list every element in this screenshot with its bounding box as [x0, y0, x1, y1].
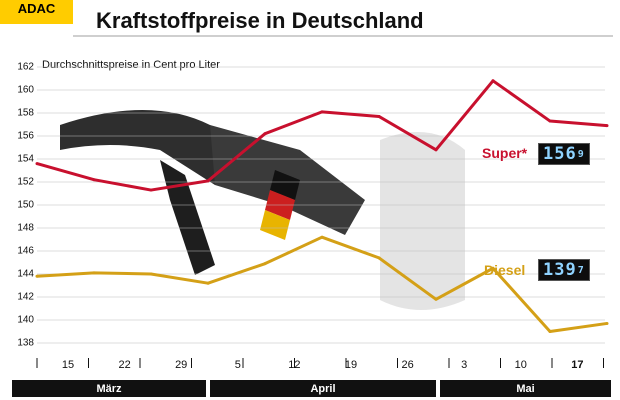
month-band-label: März	[12, 380, 206, 397]
x-tick-label: 3	[461, 359, 468, 371]
nozzle-flag-black	[270, 170, 300, 200]
chart-title: Kraftstoffpreise in Deutschland	[96, 8, 424, 33]
month-band-label: Mai	[440, 380, 611, 397]
super-data-point	[149, 188, 153, 192]
y-tick-label: 154	[17, 153, 34, 165]
y-tick-label: 148	[17, 222, 34, 234]
y-tick-label: 150	[17, 199, 34, 211]
y-tick-label: 156	[17, 130, 34, 142]
y-tick-label: 144	[17, 268, 34, 280]
x-tick-label: 22	[118, 359, 131, 371]
diesel-data-point	[434, 297, 438, 301]
nozzle-hose	[60, 110, 240, 185]
diesel-data-point	[35, 274, 39, 278]
super-price-value: 156	[543, 144, 577, 164]
x-tick-label: 17	[571, 359, 584, 371]
y-axis-label: Durchschnittspreise in Cent pro Liter	[42, 59, 220, 71]
x-tick-label: 12	[288, 359, 301, 371]
super-data-point	[263, 132, 267, 136]
super-series-label: Super*	[482, 145, 528, 161]
x-tick-label: 15	[61, 359, 75, 371]
diesel-series-line	[36, 235, 608, 333]
diesel-data-point	[491, 266, 495, 270]
super-data-point	[434, 148, 438, 152]
nozzle-grip	[160, 160, 215, 275]
pump-shape	[380, 132, 465, 310]
nozzle-flag-gold	[260, 210, 290, 240]
y-tick-label: 146	[17, 245, 34, 257]
super-data-point	[605, 124, 609, 128]
diesel-price-display: 139 7	[538, 259, 590, 281]
diesel-data-point	[206, 281, 210, 285]
x-tick-label: 26	[401, 359, 414, 371]
adac-logo: ADAC	[0, 0, 73, 24]
chart-series	[35, 79, 609, 368]
x-tick-label: 19	[344, 359, 358, 371]
diesel-data-point	[149, 272, 153, 276]
super-data-point	[92, 178, 96, 182]
diesel-data-point	[548, 330, 552, 333]
title-divider	[73, 35, 613, 37]
super-data-point	[491, 79, 495, 83]
y-tick-label: 142	[17, 291, 34, 303]
month-band-label: April	[210, 380, 436, 397]
y-tick-label: 138	[17, 337, 34, 349]
diesel-data-point	[377, 256, 381, 260]
y-tick-label: 152	[17, 176, 34, 188]
y-tick-label: 160	[17, 84, 34, 96]
diesel-data-point	[320, 235, 324, 239]
super-data-point	[548, 119, 552, 123]
super-price-decimal: 9	[577, 148, 585, 160]
super-data-point	[377, 114, 381, 118]
super-price-display: 156 9	[538, 143, 590, 165]
super-data-point	[320, 110, 324, 114]
diesel-price-value: 139	[543, 260, 577, 280]
y-tick-label: 140	[17, 314, 34, 326]
x-tick-label: 29	[175, 359, 188, 371]
y-tick-label: 162	[17, 61, 34, 73]
diesel-data-point	[263, 262, 267, 266]
x-tick-label: 10	[514, 359, 527, 371]
x-tick-label: 5	[234, 359, 241, 371]
super-data-point	[35, 162, 39, 166]
diesel-data-point	[92, 271, 96, 275]
diesel-price-decimal: 7	[577, 264, 585, 276]
fuel-nozzle-illustration	[60, 110, 465, 310]
super-data-point	[206, 179, 210, 183]
diesel-series-label: Diesel	[484, 262, 526, 278]
chart-gridlines	[37, 66, 605, 344]
diesel-data-point	[605, 321, 609, 325]
y-tick-label: 158	[17, 107, 34, 119]
